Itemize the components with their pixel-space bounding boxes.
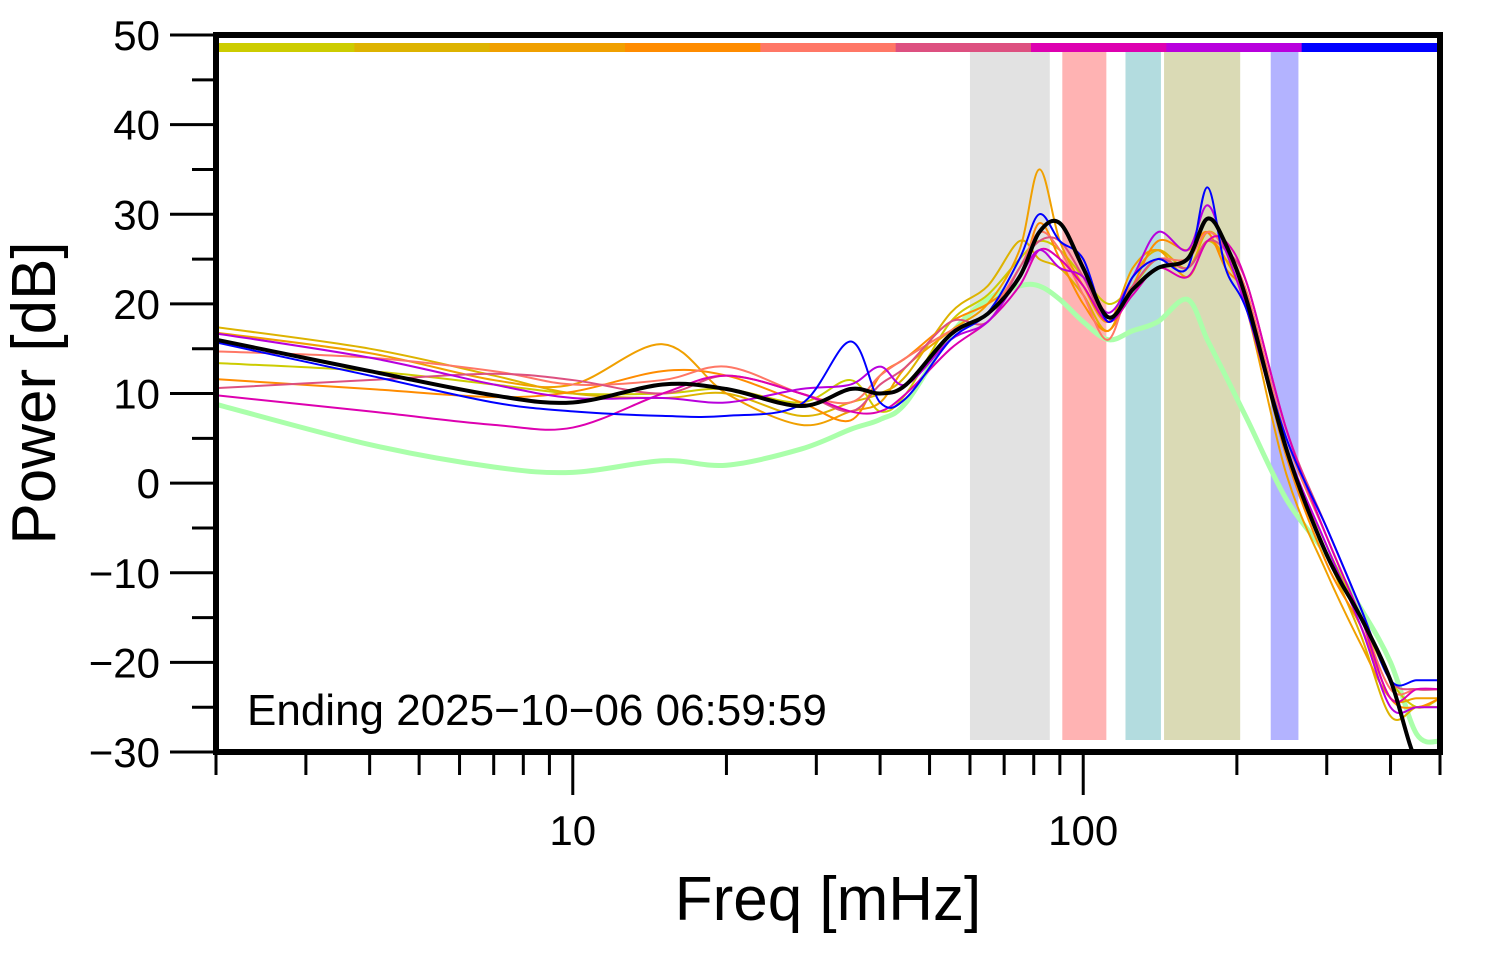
y-tick-label: 50 [113, 12, 160, 59]
x-tick-label: 10 [549, 807, 596, 854]
y-tick-label: −10 [89, 550, 160, 597]
series-line [216, 230, 1440, 721]
color-bar-segment [1031, 43, 1167, 52]
frequency-bands [969, 52, 1299, 740]
color-bar-segment [1166, 43, 1303, 52]
plot-frame [213, 32, 1443, 755]
y-tick-label: 0 [137, 460, 160, 507]
series-line [216, 216, 1415, 752]
y-tick-label: 20 [113, 281, 160, 328]
y-tick-label: 40 [113, 102, 160, 149]
color-bar [219, 43, 1438, 52]
series-line [216, 230, 1440, 696]
series-line [216, 186, 1440, 687]
series-lines [216, 168, 1440, 752]
color-bar-segment [219, 43, 355, 52]
series-line [216, 236, 1440, 691]
x-axis: 10 100 [214, 752, 1442, 854]
x-tick-label: 100 [1048, 807, 1118, 854]
y-tick-label: −30 [89, 729, 160, 776]
series-line [216, 168, 1440, 704]
color-bar-segment [760, 43, 897, 52]
series-line [216, 281, 1440, 745]
color-bar-segment [489, 43, 626, 52]
series-line [216, 235, 1440, 704]
frequency-band [969, 52, 1050, 740]
y-tick-label: −20 [89, 639, 160, 686]
frequency-band [1062, 52, 1107, 740]
series-line [216, 239, 1440, 709]
y-tick-label: 10 [113, 371, 160, 418]
series-line [216, 204, 1440, 715]
y-axis: −30 −20 −10 0 10 20 30 40 50 [89, 12, 216, 776]
frequency-band [1125, 52, 1161, 740]
color-bar-segment [625, 43, 761, 52]
color-bar-segment [1301, 43, 1438, 52]
y-axis-label: Power [dB] [0, 241, 69, 544]
series-line [216, 222, 1440, 709]
frequency-band [1164, 52, 1241, 740]
color-bar-segment [354, 43, 491, 52]
color-bar-segment [895, 43, 1032, 52]
x-axis-label: Freq [mHz] [675, 865, 982, 934]
annotation-text: Ending 2025−10−06 06:59:59 [247, 686, 827, 735]
y-tick-label: 30 [113, 191, 160, 238]
